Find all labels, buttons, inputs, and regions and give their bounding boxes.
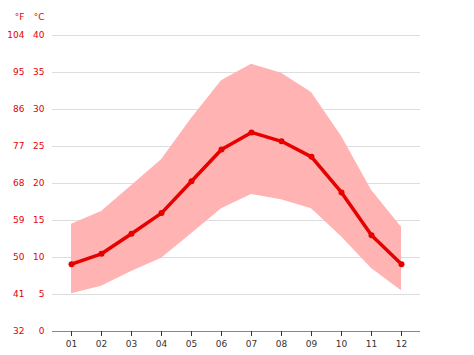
svg-text:05: 05 (186, 339, 197, 349)
svg-text:0: 0 (39, 326, 45, 336)
svg-text:10: 10 (336, 339, 348, 349)
svg-text:59: 59 (13, 215, 25, 225)
svg-text:15: 15 (33, 215, 44, 225)
svg-text:20: 20 (33, 178, 45, 188)
svg-text:°C: °C (34, 12, 45, 22)
svg-text:04: 04 (156, 339, 168, 349)
svg-text:06: 06 (216, 339, 228, 349)
svg-text:12: 12 (396, 339, 407, 349)
svg-text:30: 30 (33, 104, 45, 114)
svg-text:50: 50 (13, 252, 25, 262)
svg-text:86: 86 (13, 104, 25, 114)
svg-text:5: 5 (39, 289, 45, 299)
svg-text:41: 41 (13, 289, 24, 299)
svg-text:07: 07 (246, 339, 257, 349)
svg-text:03: 03 (126, 339, 137, 349)
svg-text:95: 95 (13, 67, 24, 77)
svg-text:09: 09 (306, 339, 318, 349)
svg-text:32: 32 (13, 326, 24, 336)
svg-text:68: 68 (13, 178, 25, 188)
svg-text:08: 08 (276, 339, 288, 349)
svg-text:77: 77 (13, 141, 24, 151)
svg-text:11: 11 (366, 339, 377, 349)
svg-text:35: 35 (33, 67, 44, 77)
svg-text:25: 25 (33, 141, 44, 151)
svg-text:02: 02 (96, 339, 107, 349)
svg-text:01: 01 (66, 339, 77, 349)
svg-text:°F: °F (15, 12, 25, 22)
svg-text:104: 104 (7, 30, 24, 40)
svg-text:40: 40 (33, 30, 45, 40)
svg-text:10: 10 (33, 252, 45, 262)
